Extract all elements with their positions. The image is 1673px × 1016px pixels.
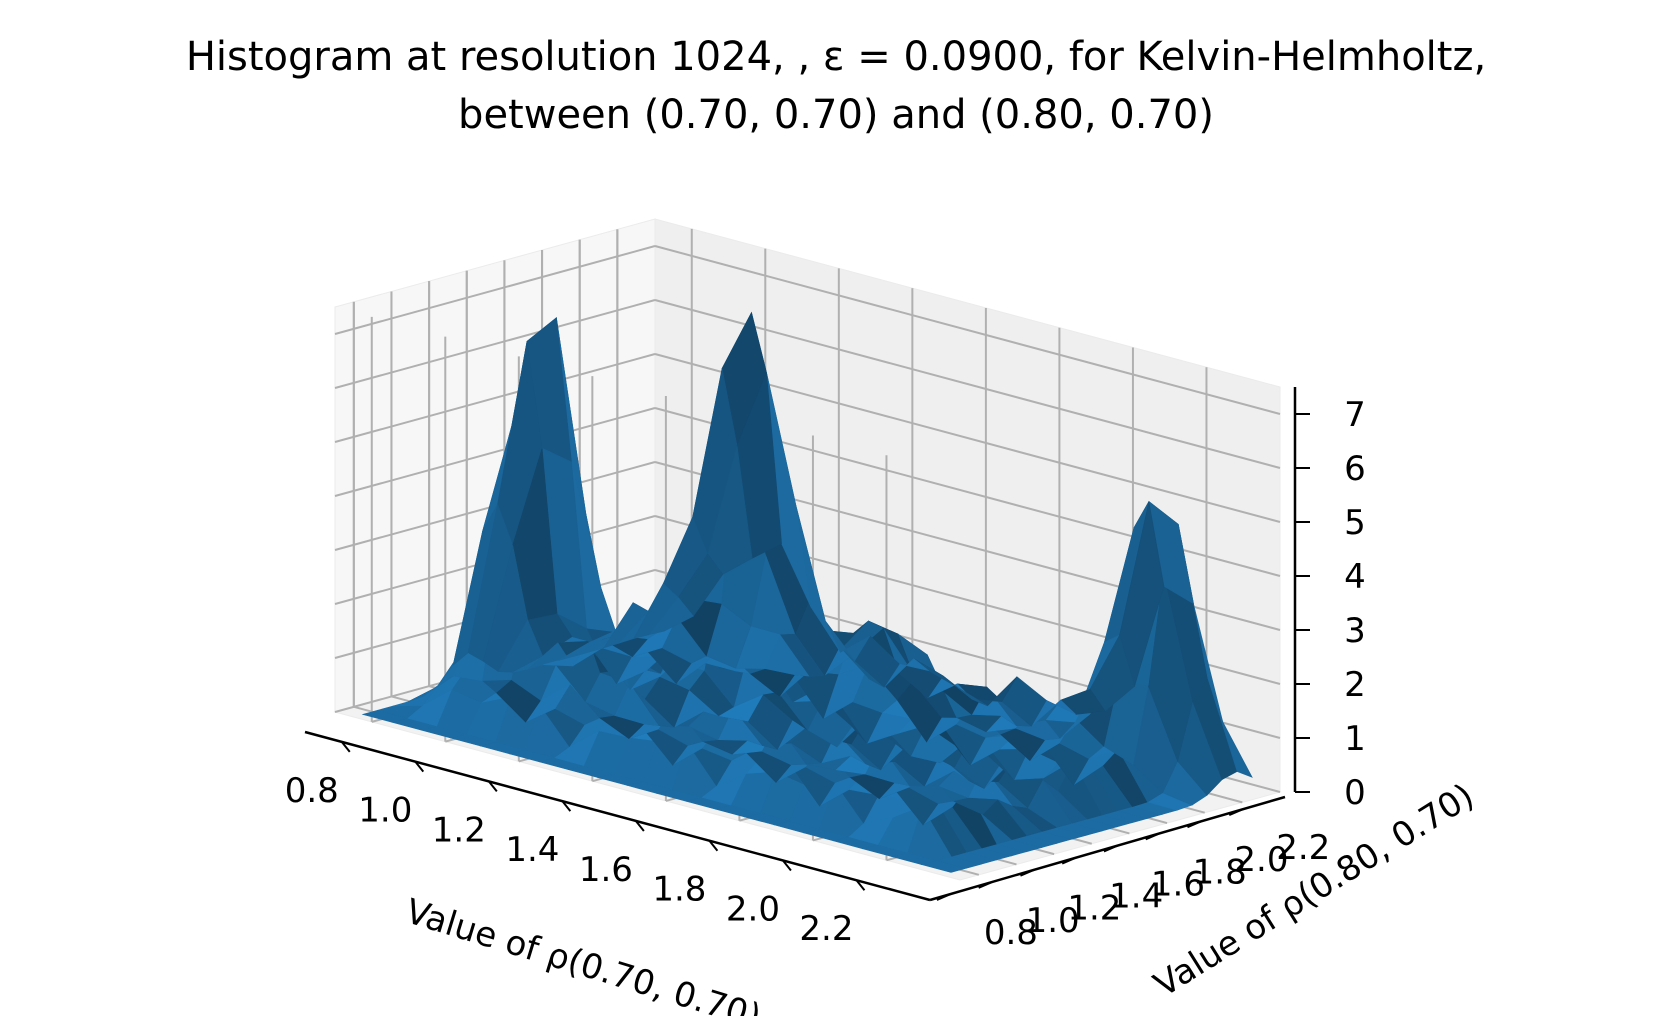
- z-tick-label: 3: [1344, 611, 1366, 651]
- x-tick-label: 1.8: [652, 870, 706, 910]
- x-tick: [782, 859, 792, 872]
- z-tick-label: 2: [1344, 665, 1366, 705]
- z-tick-label: 7: [1344, 395, 1366, 435]
- x-tick: [855, 879, 866, 891]
- grid-line-z: [334, 353, 656, 443]
- surface-mesh: [361, 311, 1253, 873]
- y-tick-label: 0.8: [984, 913, 1038, 953]
- y-tick: [1061, 856, 1077, 865]
- y-tick: [1187, 820, 1202, 829]
- z-tick-label: 1: [1344, 719, 1366, 759]
- y-tick-label: 2.2: [1276, 828, 1330, 868]
- x-axis-label: Value of ρ(0.70, 0.70): [401, 891, 765, 1016]
- z-tick-label: 4: [1344, 557, 1366, 597]
- z-tick-label: 0: [1344, 773, 1366, 813]
- x-tick: [340, 741, 351, 753]
- x-tick: [708, 840, 719, 852]
- chart-title-line-1: Histogram at resolution 1024, , ε = 0.09…: [186, 34, 1486, 80]
- y-tick-label: 1.4: [1109, 877, 1163, 917]
- grid-line-z: [654, 245, 1281, 415]
- x-tick-label: 1.4: [505, 830, 559, 870]
- x-tick-label: 2.0: [726, 889, 780, 929]
- x-axis-line: [304, 730, 931, 902]
- x-tick-label: 1.6: [579, 850, 633, 890]
- x-tick-label: 0.8: [285, 771, 339, 811]
- z-tick-label: 5: [1344, 503, 1366, 543]
- axes-lines: [304, 387, 1310, 902]
- y-tick: [1228, 808, 1244, 817]
- x-tick-label: 1.0: [358, 791, 412, 831]
- y-tick: [1145, 832, 1161, 841]
- surface-patch: [648, 597, 694, 636]
- y-tick-label: 1.8: [1193, 852, 1247, 892]
- y-tick-label: 1.2: [1067, 889, 1121, 929]
- grid-line-z: [654, 299, 1281, 469]
- x-tick-label: 2.2: [799, 909, 853, 949]
- x-tick: [561, 800, 572, 812]
- grid-line-z: [334, 407, 656, 497]
- grid-line-z: [334, 245, 656, 335]
- y-tick-label: 1.0: [1026, 901, 1080, 941]
- chart-title-line-2: between (0.70, 0.70) and (0.80, 0.70): [458, 92, 1214, 138]
- x-tick: [414, 761, 425, 773]
- x-tick: [635, 820, 645, 832]
- y-tick: [1103, 844, 1119, 853]
- y-tick-label: 1.6: [1151, 864, 1205, 904]
- y-tick: [978, 880, 994, 889]
- z-tick-label: 6: [1344, 449, 1366, 489]
- y-tick: [1020, 868, 1035, 877]
- x-tick-label: 1.2: [432, 810, 486, 850]
- x-tick: [488, 780, 498, 793]
- grid-line-z: [334, 299, 656, 389]
- tick-labels: 0.8 1.0 1.2 1.4 1.6 1.8 2.0 2.2 0.81.01.21.41.61…: [285, 395, 1366, 953]
- y-tick: [936, 893, 952, 901]
- y-tick-label: 2.0: [1234, 840, 1288, 880]
